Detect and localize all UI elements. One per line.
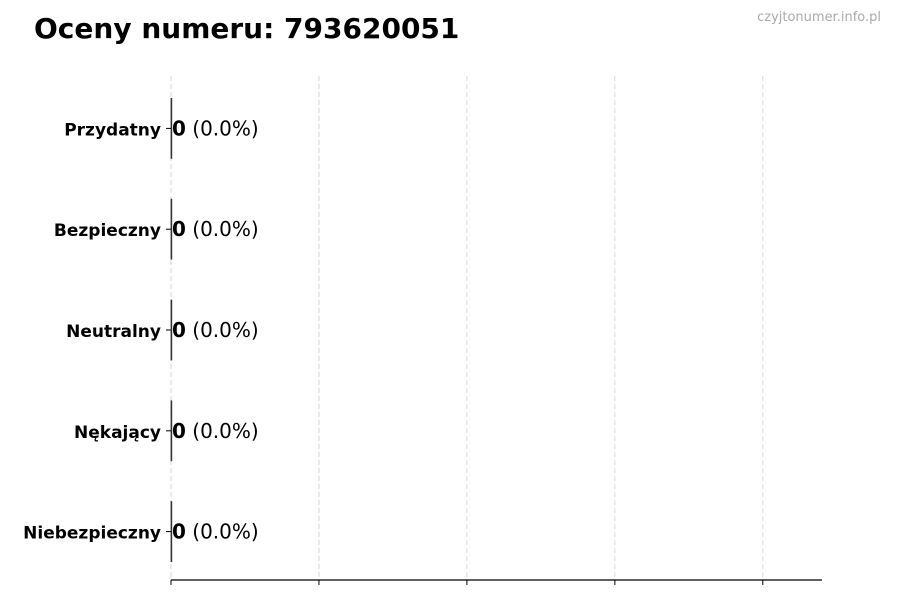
data-label: 0 (0.0%) [172, 520, 259, 544]
chart-title: Oceny numeru: 793620051 [34, 12, 460, 45]
percent-label: (0.0%) [186, 217, 259, 241]
category-label: Przydatny [64, 120, 161, 140]
percent-label: (0.0%) [186, 520, 259, 544]
data-label: 0 (0.0%) [172, 116, 259, 140]
percent-label: (0.0%) [186, 116, 259, 140]
data-label: 0 (0.0%) [172, 318, 259, 342]
category-label: Neutralny [66, 322, 161, 342]
data-label: 0 (0.0%) [172, 217, 259, 241]
percent-label: (0.0%) [186, 419, 259, 443]
count-label: 0 [172, 520, 186, 544]
data-label: 0 (0.0%) [172, 419, 259, 443]
count-label: 0 [172, 217, 186, 241]
category-label: Bezpieczny [54, 221, 161, 241]
category-label: Nękający [74, 423, 161, 443]
count-label: 0 [172, 116, 186, 140]
count-label: 0 [172, 419, 186, 443]
category-label: Niebezpieczny [23, 524, 161, 544]
watermark: czyjtonumer.info.pl [757, 10, 881, 25]
percent-label: (0.0%) [186, 318, 259, 342]
count-label: 0 [172, 318, 186, 342]
